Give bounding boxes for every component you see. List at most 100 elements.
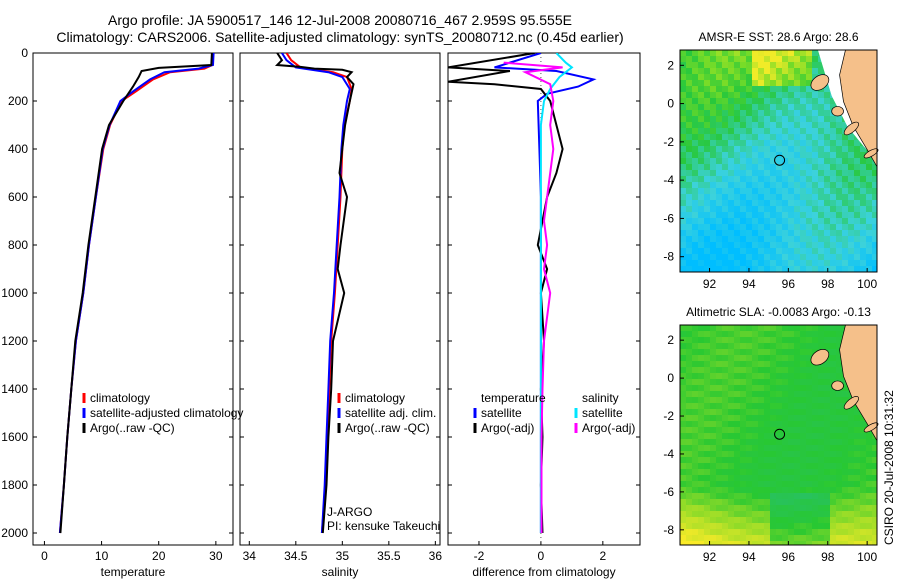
map-cell	[752, 122, 758, 128]
map-cell	[698, 242, 704, 248]
map-cell	[794, 116, 800, 122]
map-cell	[782, 397, 788, 403]
map-cell	[710, 194, 716, 200]
map-cell	[692, 230, 698, 236]
map-cell	[860, 188, 866, 194]
map-cell	[764, 188, 770, 194]
map-cell	[710, 415, 716, 421]
map-cell	[734, 182, 740, 188]
map-cell	[680, 56, 686, 62]
map-cell	[686, 248, 692, 254]
map-cell	[710, 343, 716, 349]
map-cell	[716, 373, 722, 379]
map-cell	[716, 469, 722, 475]
map-cell	[818, 242, 824, 248]
map-cell	[824, 451, 830, 457]
map-cell	[680, 439, 686, 445]
map-cell	[686, 463, 692, 469]
map-cell	[752, 421, 758, 427]
map-cell	[746, 98, 752, 104]
y-tick-label: 1400	[1, 382, 28, 396]
map-cell	[788, 493, 794, 499]
map-cell	[848, 475, 854, 481]
map-cell	[746, 152, 752, 158]
map-cell	[716, 98, 722, 104]
map-cell	[740, 62, 746, 68]
map-cell	[830, 487, 836, 493]
map-cell	[770, 457, 776, 463]
map-cell	[746, 373, 752, 379]
map-cell	[818, 421, 824, 427]
map-cell	[698, 373, 704, 379]
map-cell	[854, 535, 860, 541]
x-tick-label: 30	[209, 549, 223, 563]
map-cell	[866, 176, 872, 182]
map-cell	[770, 236, 776, 242]
map-cell	[704, 427, 710, 433]
map-cell	[716, 325, 722, 331]
map-cell	[710, 122, 716, 128]
map-cell	[770, 487, 776, 493]
map-cell	[710, 80, 716, 86]
map-cell	[824, 206, 830, 212]
map-cell	[686, 182, 692, 188]
map-cell	[788, 170, 794, 176]
map-cell	[818, 505, 824, 511]
map-cell	[722, 218, 728, 224]
map-cell	[800, 427, 806, 433]
map-cell	[692, 541, 698, 545]
map-cell	[812, 331, 818, 337]
map-cell	[794, 200, 800, 206]
map-cell	[782, 122, 788, 128]
map-cell	[776, 337, 782, 343]
map-cell	[818, 325, 824, 331]
map-cell	[728, 86, 734, 92]
map-cell	[776, 236, 782, 242]
map-cell	[872, 529, 877, 535]
map-cell	[806, 98, 812, 104]
map-cell	[716, 206, 722, 212]
map-cell	[860, 541, 866, 545]
map-cell	[836, 493, 842, 499]
map-cell	[794, 56, 800, 62]
map-cell	[680, 499, 686, 505]
map-cell	[812, 170, 818, 176]
map-cell	[692, 194, 698, 200]
map-cell	[680, 433, 686, 439]
map-cell	[788, 523, 794, 529]
map-cell	[722, 92, 728, 98]
map-cell	[824, 391, 830, 397]
map-cell	[746, 218, 752, 224]
map-cell	[692, 74, 698, 80]
map-cell	[866, 170, 872, 176]
map-cell	[860, 439, 866, 445]
map-cell	[716, 355, 722, 361]
map-cell	[734, 373, 740, 379]
map-cell	[818, 367, 824, 373]
map-cell	[836, 140, 842, 146]
map-cell	[782, 523, 788, 529]
map-cell	[722, 451, 728, 457]
map-cell	[824, 367, 830, 373]
map-cell	[848, 176, 854, 182]
map-cell	[686, 499, 692, 505]
map-cell	[860, 427, 866, 433]
map-cell	[866, 194, 872, 200]
map-cell	[842, 517, 848, 523]
map-cell	[836, 266, 842, 272]
map-cell	[782, 200, 788, 206]
map-cell	[806, 266, 812, 272]
map-cell	[794, 457, 800, 463]
map-cell	[698, 427, 704, 433]
map-cell	[782, 98, 788, 104]
map-cell	[758, 541, 764, 545]
map-cell	[788, 511, 794, 517]
map-cell	[680, 463, 686, 469]
island	[863, 148, 879, 159]
map-cell	[752, 331, 758, 337]
map-cell	[830, 337, 836, 343]
map-cell	[794, 206, 800, 212]
map-cell	[740, 517, 746, 523]
y-tick-label: 1800	[1, 478, 28, 492]
map-cell	[746, 122, 752, 128]
